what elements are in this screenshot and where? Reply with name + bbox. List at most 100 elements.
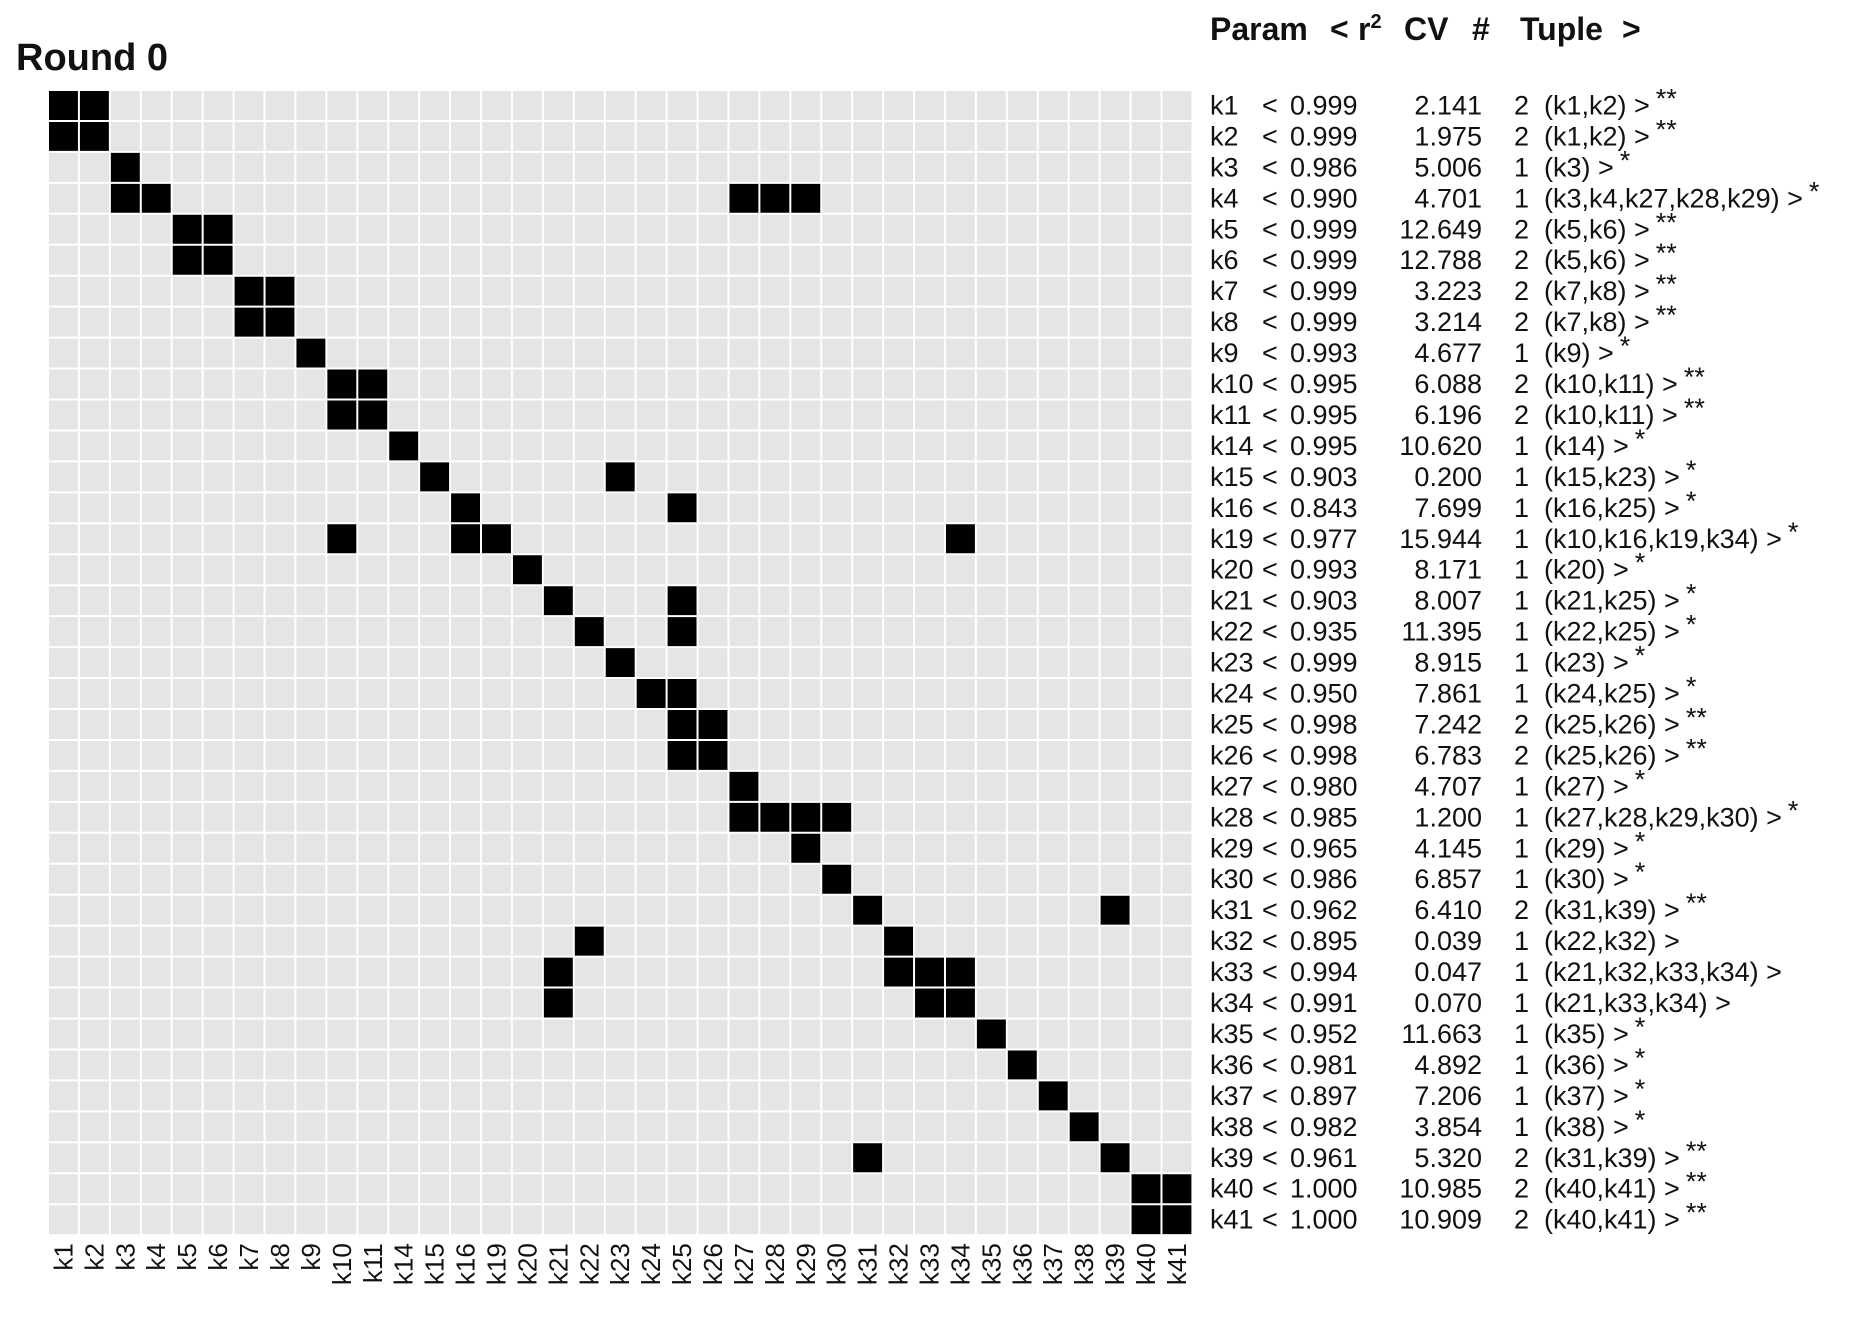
row-lt: <	[1262, 1174, 1278, 1204]
row-lt: <	[1262, 864, 1278, 894]
row-r2: 0.990	[1290, 183, 1358, 213]
heatmap-cell-k6-k5	[171, 244, 203, 276]
row-cv: 7.699	[1414, 493, 1482, 523]
row-count: 1	[1514, 431, 1529, 461]
heatmap-cell-k4-k27	[728, 182, 760, 214]
row-cv: 1.200	[1414, 802, 1482, 832]
heatmap-gridlines	[47, 89, 1194, 1237]
row-annotation-k23: k23 <0.999 8.915 1 (k23) > *	[1210, 641, 1646, 678]
row-count: 1	[1514, 1019, 1529, 1049]
row-significance-stars: **	[1686, 1198, 1708, 1228]
row-param: k28	[1210, 802, 1254, 832]
x-tick-label-k1: k1	[48, 1243, 78, 1270]
heatmap-cell-k30-k30	[821, 863, 853, 895]
row-r2: 0.999	[1290, 245, 1358, 275]
heatmap-cell-k39-k39	[1099, 1142, 1131, 1174]
row-r2: 0.986	[1290, 864, 1358, 894]
row-r2: 0.950	[1290, 679, 1358, 709]
row-lt: <	[1262, 462, 1278, 492]
row-lt: <	[1262, 369, 1278, 399]
row-count: 1	[1514, 1081, 1529, 1111]
row-lt: <	[1262, 555, 1278, 585]
row-r2: 1.000	[1290, 1174, 1358, 1204]
row-annotation-k2: k2 <0.999 1.975 2 (k1,k2) > **	[1210, 114, 1677, 151]
x-tick-label-k15: k15	[420, 1243, 450, 1285]
row-lt: <	[1262, 709, 1278, 739]
row-cv: 1.975	[1414, 121, 1482, 151]
x-tick-label-k2: k2	[79, 1243, 109, 1270]
row-param: k14	[1210, 431, 1254, 461]
row-lt: <	[1262, 988, 1278, 1018]
row-lt: <	[1262, 400, 1278, 430]
row-param: k15	[1210, 462, 1254, 492]
heatmap-cell-k33-k34	[944, 956, 976, 988]
row-count: 1	[1514, 1050, 1529, 1080]
row-r2: 0.998	[1290, 709, 1358, 739]
row-significance-stars: *	[1620, 331, 1631, 361]
row-cv: 6.857	[1414, 864, 1482, 894]
row-significance-stars: **	[1686, 1136, 1708, 1166]
x-tick-label-k32: k32	[884, 1243, 914, 1285]
x-tick-label-k40: k40	[1131, 1243, 1161, 1285]
heatmap-cell-k14-k14	[388, 430, 420, 462]
row-significance-stars: *	[1635, 424, 1646, 454]
row-param: k4	[1210, 183, 1239, 213]
row-cv: 8.007	[1414, 586, 1482, 616]
row-param: k30	[1210, 864, 1254, 894]
heatmap-cell-k8-k7	[233, 306, 265, 338]
row-lt: <	[1262, 895, 1278, 925]
row-param: k38	[1210, 1112, 1254, 1142]
x-tick-label-k30: k30	[822, 1243, 852, 1285]
row-annotation-k16: k16 <0.843 7.699 1 (k16,k25) > *	[1210, 486, 1697, 523]
heatmap-cell-k28-k27	[728, 801, 760, 833]
row-count: 1	[1514, 679, 1529, 709]
heatmap-cell-k31-k31	[852, 894, 884, 926]
row-param: k36	[1210, 1050, 1254, 1080]
x-tick-label-k11: k11	[358, 1243, 388, 1283]
x-tick-label-k37: k37	[1038, 1243, 1068, 1285]
row-count: 2	[1514, 276, 1529, 306]
row-cv: 2.141	[1414, 90, 1482, 120]
heatmap-cell-k7-k8	[264, 275, 296, 307]
x-tick-label-k29: k29	[791, 1243, 821, 1285]
heatmap-cell-k1-k2	[78, 90, 110, 121]
row-r2: 1.000	[1290, 1205, 1358, 1235]
row-tuple: (k22,k32) >	[1544, 926, 1680, 956]
heatmap-cell-k21-k21	[542, 585, 574, 617]
row-lt: <	[1262, 90, 1278, 120]
heatmap-cell-k16-k16	[450, 492, 482, 524]
row-param: k23	[1210, 648, 1254, 678]
heatmap-cell-k32-k32	[883, 925, 915, 957]
header-r2-base: r	[1358, 11, 1370, 47]
heatmap-cell-k25-k26	[697, 709, 729, 740]
row-cv: 5.320	[1414, 1143, 1482, 1173]
heatmap-cell-k10-k10	[326, 368, 358, 400]
row-lt: <	[1262, 617, 1278, 647]
heatmap-cell-k9-k9	[295, 337, 327, 369]
row-lt: <	[1262, 1112, 1278, 1142]
heatmap-cell-k37-k37	[1037, 1080, 1069, 1112]
x-tick-label-k4: k4	[141, 1243, 171, 1270]
row-significance-stars: *	[1635, 548, 1646, 578]
heatmap-cell-k41-k40	[1130, 1204, 1162, 1236]
row-param: k10	[1210, 369, 1254, 399]
row-r2: 0.995	[1290, 431, 1358, 461]
header-r2-sup: 2	[1370, 11, 1381, 33]
row-cv: 0.070	[1414, 988, 1482, 1018]
row-r2: 0.980	[1290, 771, 1358, 801]
row-count: 1	[1514, 864, 1529, 894]
row-lt: <	[1262, 586, 1278, 616]
heatmap-cell-k33-k21	[542, 956, 574, 988]
heatmap-cell-k11-k11	[357, 399, 389, 431]
row-r2: 0.981	[1290, 1050, 1358, 1080]
row-cv: 6.088	[1414, 369, 1482, 399]
row-significance-stars: **	[1684, 393, 1706, 423]
x-tick-label-k23: k23	[605, 1243, 635, 1285]
row-cv: 10.909	[1399, 1205, 1482, 1235]
table-header: Param < r2 CV # Tuple >	[1210, 11, 1641, 47]
row-r2: 0.977	[1290, 524, 1358, 554]
x-tick-label-k25: k25	[667, 1243, 697, 1285]
row-r2: 0.843	[1290, 493, 1358, 523]
row-significance-stars: **	[1656, 238, 1678, 268]
row-lt: <	[1262, 1050, 1278, 1080]
